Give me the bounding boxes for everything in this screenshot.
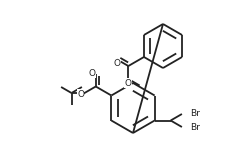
Text: Br: Br — [190, 123, 200, 132]
Text: O: O — [114, 59, 121, 68]
Text: O: O — [125, 79, 132, 87]
Text: O: O — [77, 90, 84, 99]
Text: Br: Br — [190, 109, 200, 118]
Text: O: O — [88, 69, 95, 78]
